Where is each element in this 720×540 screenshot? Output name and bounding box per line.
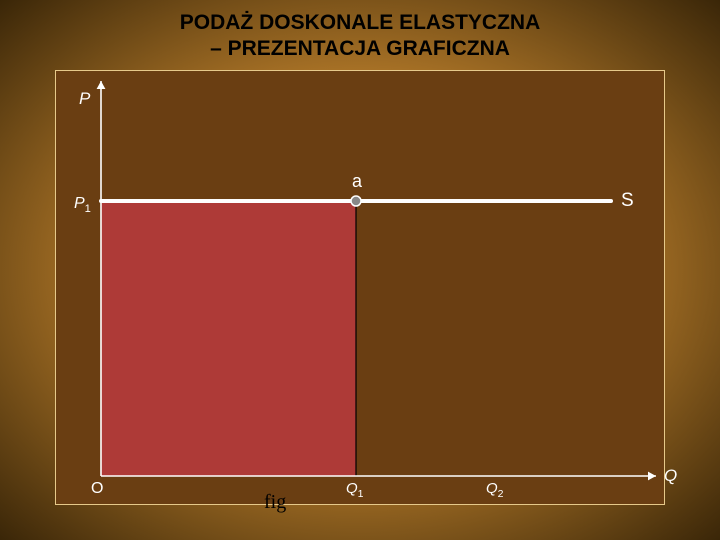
supply-chart [56, 71, 666, 506]
x-axis-label: Q [664, 466, 677, 486]
quantity-q2-label: Q2 [486, 480, 504, 500]
fig-caption: fig [264, 491, 286, 514]
slide-title: PODAŻ DOSKONALE ELASTYCZNA – PREZENTACJA… [0, 10, 720, 63]
origin-label: O [91, 480, 103, 498]
quantity-q1-label: Q1 [346, 480, 364, 500]
slide: PODAŻ DOSKONALE ELASTYCZNA – PREZENTACJA… [0, 0, 720, 540]
y-axis-label: P [79, 89, 90, 109]
point-a-label: a [352, 171, 362, 192]
plot-area: P Q O S P1 a Q1 Q2 fig [55, 70, 665, 505]
supply-curve-label: S [621, 190, 634, 212]
price-p1-label: P1 [74, 195, 91, 215]
title-line1: PODAŻ DOSKONALE ELASTYCZNA [180, 11, 541, 34]
title-line2: – PREZENTACJA GRAFICZNA [210, 37, 510, 60]
